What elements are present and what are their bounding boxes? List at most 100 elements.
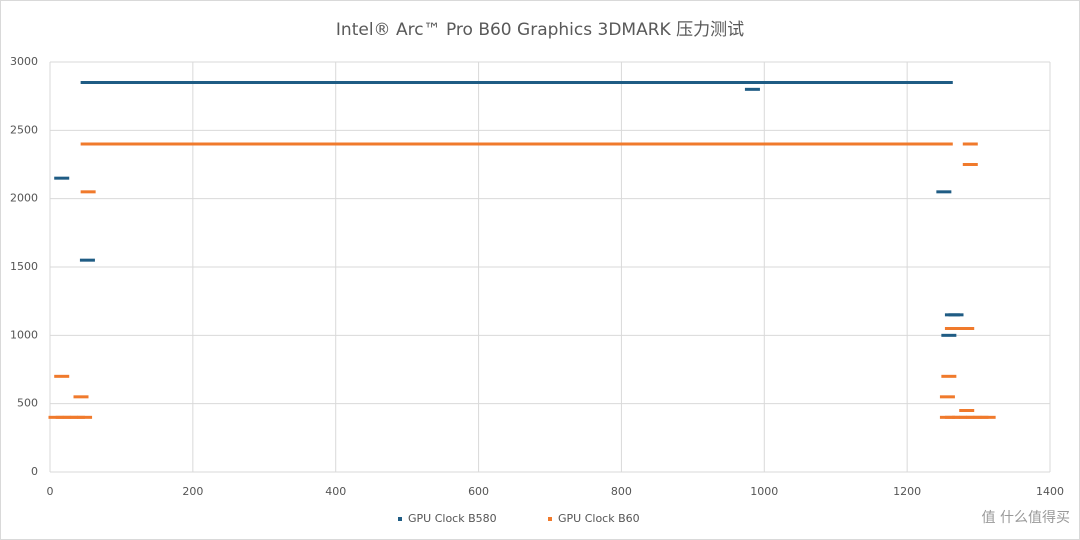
point [80,81,96,84]
point [880,81,896,84]
point [252,81,268,84]
point [962,163,978,166]
point [737,142,753,146]
point [637,81,653,84]
point [941,374,957,378]
point [309,81,325,84]
point [694,142,710,146]
point [809,142,825,146]
point [852,81,868,84]
legend-marker [398,517,402,521]
point [909,81,925,84]
point [137,142,153,146]
point [509,81,525,84]
point [894,81,910,84]
point [823,81,839,84]
point [666,81,682,84]
point [852,142,868,146]
y-tick-label: 0 [31,465,38,478]
point [109,142,125,146]
point [380,142,396,146]
point [509,142,525,146]
point [923,142,939,146]
point [566,81,582,84]
point [580,81,596,84]
point [94,142,110,146]
point [394,142,410,146]
point [280,142,296,146]
point [223,142,239,146]
point [866,142,882,146]
point [937,142,953,146]
point [652,142,668,146]
point [266,142,282,146]
x-tick-label: 600 [468,485,489,498]
point [77,415,93,419]
point [709,142,725,146]
watermark: 值 什么值得买 [982,509,1070,526]
point [294,81,310,84]
point [237,142,253,146]
point [709,81,725,84]
point [237,81,253,84]
y-tick-label: 2500 [10,123,38,136]
point [80,142,96,146]
point [466,81,482,84]
point [623,81,639,84]
point [766,142,782,146]
point [423,81,439,84]
point [452,142,468,146]
point [466,142,482,146]
point [609,81,625,84]
point [937,81,953,84]
point [137,81,153,84]
point [894,142,910,146]
point [809,81,825,84]
point [936,190,952,194]
y-tick-label: 3000 [10,55,38,68]
point [423,142,439,146]
x-tick-label: 1200 [893,485,921,498]
legend-marker [548,517,552,521]
point [837,142,853,146]
point [437,81,453,84]
point [152,81,168,84]
point [594,142,610,146]
y-tick-label: 1000 [10,328,38,341]
point [959,327,975,330]
point [939,395,955,399]
point [666,142,682,146]
y-tick-label: 2000 [10,192,38,205]
point [941,333,957,337]
point [394,81,410,84]
point [723,81,739,84]
point [252,142,268,146]
point [352,142,368,146]
point [537,81,553,84]
point [837,81,853,84]
point [223,81,239,84]
x-tick-label: 1000 [750,485,778,498]
point [959,409,975,412]
point [73,395,89,399]
point [794,142,810,146]
point [166,81,182,84]
point [766,81,782,84]
point [580,142,596,146]
x-tick-label: 400 [325,485,346,498]
point [680,81,696,84]
point [566,142,582,146]
point [109,81,125,84]
point [552,81,568,84]
x-tick-label: 200 [182,485,203,498]
point [723,142,739,146]
point [123,142,139,146]
point [523,81,539,84]
point [166,142,182,146]
point [209,81,225,84]
point [409,142,425,146]
point [337,142,353,146]
y-tick-label: 500 [17,397,38,410]
point [494,81,510,84]
